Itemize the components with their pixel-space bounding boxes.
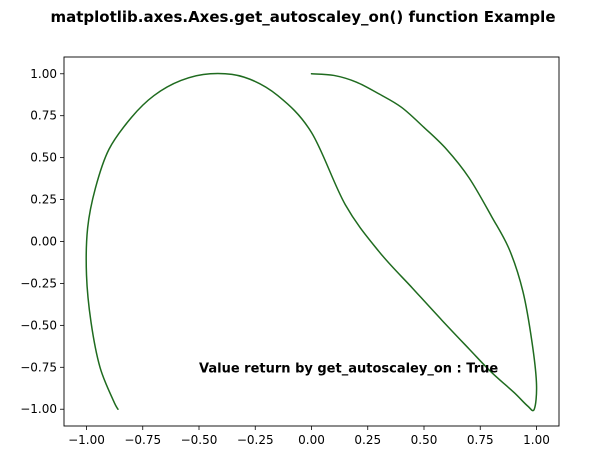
y-tick-label: −0.50: [20, 318, 57, 332]
x-tick-label: 1.00: [523, 433, 550, 447]
x-tick-label: 0.50: [411, 433, 438, 447]
x-tick-label: −1.00: [68, 433, 105, 447]
axes-frame: [63, 56, 560, 427]
x-tick-label: −0.75: [124, 433, 161, 447]
x-tick-label: 0.75: [467, 433, 494, 447]
annotation-text: Value return by get_autoscaley_on : True: [199, 361, 498, 376]
x-tick-label: 0.25: [354, 433, 381, 447]
y-tick-label: −0.25: [20, 276, 57, 290]
y-tick-label: 0.00: [30, 235, 57, 249]
x-tick-label: 0.00: [298, 433, 325, 447]
y-tick-label: 0.25: [30, 193, 57, 207]
chart-title: matplotlib.axes.Axes.get_autoscaley_on()…: [50, 8, 555, 26]
x-axis: −1.00 −0.75 −0.50 −0.25 0.00 0.25 0.50 0.75 1.00: [68, 426, 550, 447]
plot-area: −1.00 −0.75 −0.50 −0.25 0.00 0.25 0.50 0.75 1.00…: [20, 56, 560, 447]
y-tick-label: 0.50: [30, 151, 57, 165]
x-tick-label: −0.25: [237, 433, 274, 447]
y-tick-label: 1.00: [30, 67, 57, 81]
data-points: [86, 73, 537, 410]
y-tick-label: −0.75: [20, 360, 57, 374]
y-tick-label: −1.00: [20, 402, 57, 416]
y-tick-label: 0.75: [30, 109, 57, 123]
y-axis: 1.00 0.75 0.50 0.25 0.00 −0.25 −0.50 −0.75 −1.00: [20, 67, 64, 416]
x-tick-label: −0.50: [181, 433, 218, 447]
